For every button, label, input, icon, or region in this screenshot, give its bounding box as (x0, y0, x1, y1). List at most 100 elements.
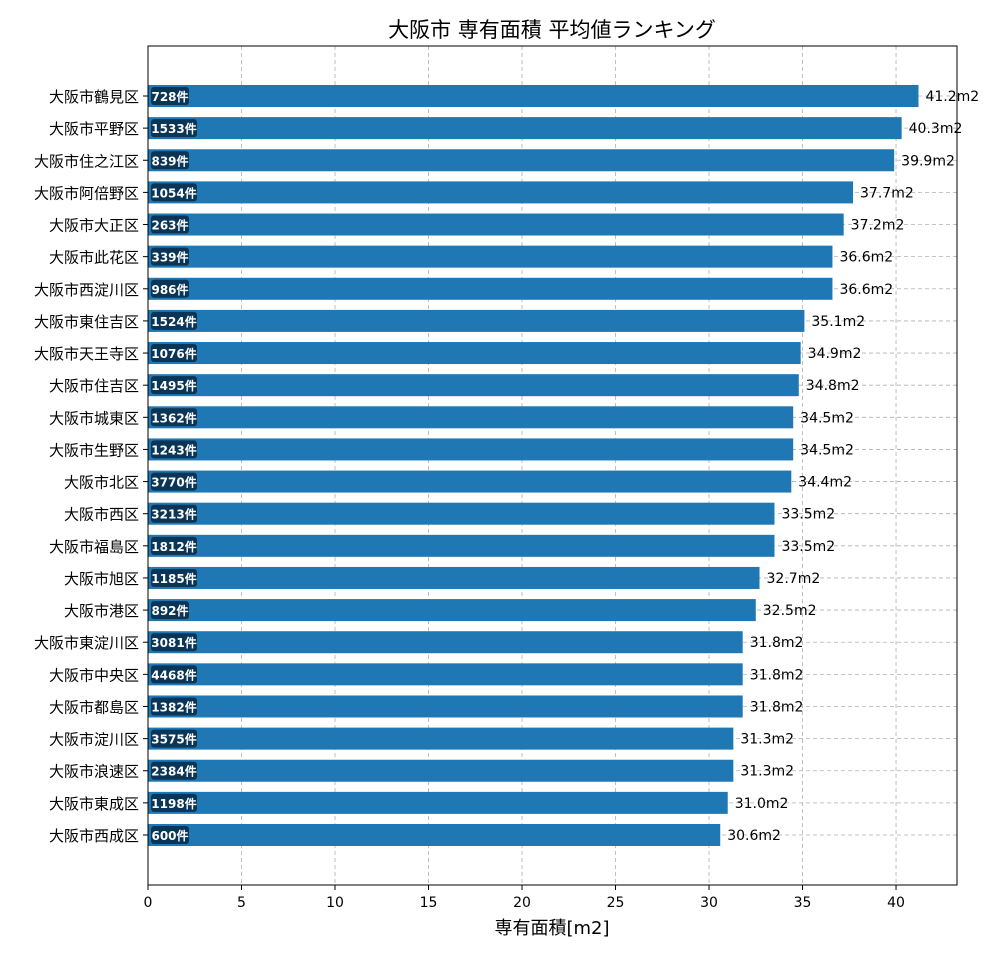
x-tick-label: 5 (237, 895, 246, 911)
bar (148, 374, 799, 397)
category-label: 大阪市生野区 (49, 441, 139, 459)
count-label: 3213件 (151, 507, 196, 522)
count-label: 1812件 (151, 539, 196, 554)
count-label: 600件 (151, 828, 188, 843)
category-label: 大阪市住吉区 (49, 377, 139, 395)
bar (148, 695, 743, 718)
bar (148, 245, 833, 268)
count-badge (151, 247, 189, 266)
x-tick-label: 40 (887, 895, 905, 911)
x-tick-label: 25 (607, 895, 625, 911)
category-label: 大阪市淀川区 (49, 731, 139, 749)
bar (148, 149, 895, 172)
value-label: 34.5m2 (800, 442, 854, 458)
bar (148, 342, 801, 365)
count-badge (151, 536, 197, 555)
count-label: 1524件 (151, 314, 196, 329)
category-label: 大阪市港区 (64, 602, 139, 620)
count-badge (151, 826, 189, 844)
count-label: 3575件 (151, 732, 196, 747)
axes: 0 5 10 15 20 25 30 35 40 大阪市鶴見区大阪市平野区大阪市住之江区大阪市阿倍… (34, 88, 905, 911)
count-badge (151, 472, 197, 491)
count-label: 1185件 (151, 571, 196, 586)
count-label: 263件 (151, 218, 188, 233)
value-label: 34.5m2 (800, 410, 854, 426)
value-label: 37.2m2 (851, 218, 905, 234)
category-label: 大阪市北区 (64, 474, 139, 492)
category-label: 大阪市大正区 (49, 217, 139, 235)
count-badge (151, 504, 197, 523)
count-badge (151, 633, 197, 652)
count-badge (151, 440, 197, 459)
count-label: 839件 (151, 153, 188, 168)
count-label: 3770件 (151, 475, 196, 490)
x-tick-label: 0 (144, 895, 153, 911)
category-label: 大阪市東成区 (49, 795, 139, 813)
count-label: 986件 (151, 282, 188, 297)
count-badge (151, 151, 189, 170)
count-badge (151, 344, 197, 363)
count-label: 1495件 (151, 378, 196, 393)
value-label: 31.8m2 (750, 667, 804, 683)
x-tick-label: 20 (513, 895, 531, 911)
count-label: 892件 (151, 603, 188, 618)
count-badge (151, 279, 189, 298)
value-label: 34.8m2 (806, 378, 860, 394)
category-label: 大阪市住之江区 (34, 152, 139, 170)
count-label: 2384件 (151, 764, 196, 779)
category-label: 大阪市阿倍野区 (34, 184, 139, 202)
chart-title: 大阪市 専有面積 平均値ランキング (388, 18, 716, 42)
count-label: 4468件 (151, 667, 196, 682)
value-label: 31.0m2 (735, 796, 789, 812)
value-label: 32.7m2 (767, 571, 821, 587)
count-label: 1198件 (151, 796, 196, 811)
count-label: 339件 (151, 250, 188, 265)
category-label: 大阪市東淀川区 (34, 634, 139, 652)
grid-lines (147, 46, 957, 885)
category-label: 大阪市中央区 (49, 666, 139, 684)
bar (148, 502, 775, 525)
value-label: 30.6m2 (727, 828, 781, 844)
count-badge (151, 761, 197, 780)
count-label: 1054件 (151, 185, 196, 200)
bar (148, 277, 833, 300)
category-label: 大阪市東住吉区 (34, 313, 139, 331)
bars: 728件 41.2m2 1533件 40.3m2 839件 39.9m2 1054件 37.7… (148, 85, 979, 846)
value-label: 31.3m2 (740, 764, 794, 780)
count-badge (151, 568, 197, 587)
value-label: 31.3m2 (740, 732, 794, 748)
category-label: 大阪市都島区 (49, 698, 139, 716)
value-label: 34.4m2 (798, 475, 852, 491)
value-label: 41.2m2 (925, 89, 979, 105)
bar (148, 824, 721, 846)
bar (148, 631, 743, 654)
bar (148, 599, 756, 622)
count-badge (151, 665, 197, 684)
bar (148, 663, 743, 686)
count-label: 3081件 (151, 635, 196, 650)
category-label: 大阪市鶴見区 (49, 88, 139, 106)
category-label: 大阪市旭区 (64, 570, 139, 588)
bar (148, 791, 728, 814)
count-badge (151, 87, 189, 105)
x-tick-label: 30 (700, 895, 718, 911)
count-badge (151, 311, 197, 330)
bar (148, 727, 734, 750)
x-tick-label: 35 (794, 895, 812, 911)
count-badge (151, 697, 197, 716)
count-label: 1382件 (151, 699, 196, 714)
x-tick-label: 10 (326, 895, 344, 911)
category-label: 大阪市此花区 (49, 249, 139, 267)
count-label: 1533件 (151, 121, 196, 136)
value-label: 33.5m2 (781, 507, 835, 523)
value-label: 31.8m2 (750, 699, 804, 715)
count-badge (151, 408, 197, 427)
bar (148, 759, 734, 782)
value-label: 32.5m2 (763, 603, 817, 619)
bar (148, 406, 794, 429)
count-label: 728件 (151, 89, 188, 104)
bar (148, 309, 805, 332)
count-badge (151, 215, 189, 234)
